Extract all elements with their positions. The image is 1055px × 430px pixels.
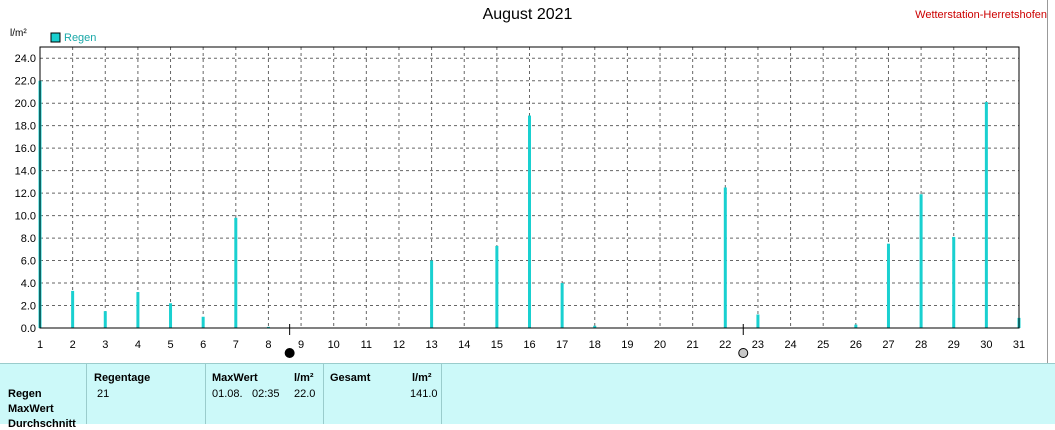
x-tick-label: 16 <box>523 339 535 351</box>
plot-frame <box>39 46 1020 329</box>
summary-panel: Regen MaxWert Durchschnitt Regentage 21 … <box>0 363 1055 430</box>
rain-bar <box>984 102 988 329</box>
y-tick-label: 10.0 <box>15 211 36 223</box>
rain-bar <box>234 217 238 328</box>
rain-bar <box>169 303 173 328</box>
regentage-header: Regentage <box>94 372 151 384</box>
full-moon-icon <box>738 348 749 358</box>
y-tick-labels: 0.0 2.0 4.0 6.0 8.0 10.0 12.0 14.0 16.0 18.0 20.0 2… <box>15 53 36 335</box>
x-tick-label: 2 <box>70 339 76 351</box>
rain-bar <box>886 243 890 328</box>
rain-bar <box>723 187 727 328</box>
rain-bar <box>430 260 434 328</box>
x-tick-label: 22 <box>719 339 731 351</box>
maxwert-column: MaxWert l/m² 01.08. 02:35 22.0 <box>206 364 324 424</box>
maxwert-unit: l/m² <box>294 372 314 384</box>
chart-title: August 2021 <box>482 6 573 23</box>
y-tick-label: 18.0 <box>15 121 36 133</box>
rain-bar <box>136 292 140 328</box>
regentage-column: Regentage 21 <box>86 364 206 424</box>
row-label-maxwert: MaxWert <box>8 403 54 415</box>
x-tick-label: 24 <box>784 339 796 351</box>
x-tick-label: 17 <box>556 339 568 351</box>
rain-bar <box>756 314 760 328</box>
y-tick-label: 22.0 <box>15 76 36 88</box>
rain-bar <box>854 324 858 328</box>
x-tick-label: 15 <box>491 339 503 351</box>
regentage-value: 21 <box>97 388 110 400</box>
rain-bar <box>266 326 270 328</box>
maxwert-date: 01.08. <box>212 388 243 400</box>
rain-chart: l/m² Regen 0.02.04.06.08.010.012.014.016… <box>10 28 1025 358</box>
x-tick-label: 12 <box>393 339 405 351</box>
y-tick-label: 24.0 <box>15 53 36 65</box>
rain-bar <box>103 311 107 328</box>
x-tick-label: 10 <box>328 339 340 351</box>
maxwert-time: 02:35 <box>252 388 280 400</box>
x-tick-label: 6 <box>200 339 206 351</box>
x-tick-label: 14 <box>458 339 470 351</box>
rain-bar <box>495 245 499 328</box>
x-tick-label: 9 <box>298 339 304 351</box>
rain-bar <box>919 194 923 328</box>
x-tick-label: 11 <box>361 339 372 351</box>
rain-bar <box>201 316 205 328</box>
x-tick-label: 7 <box>233 339 239 351</box>
x-tick-label: 30 <box>980 339 992 351</box>
x-tick-label: 8 <box>265 339 271 351</box>
gesamt-column: Gesamt l/m² 141.0 <box>324 364 442 424</box>
x-tick-label: 19 <box>621 339 633 351</box>
rain-bar <box>528 115 531 329</box>
rain-bar <box>71 290 75 328</box>
legend-swatch <box>50 32 61 43</box>
x-tick-label: 25 <box>817 339 829 351</box>
moon-phases <box>284 324 749 358</box>
rain-bar <box>560 283 564 328</box>
window-edge <box>1047 0 1048 423</box>
y-tick-label: 16.0 <box>15 143 36 155</box>
x-tick-label: 29 <box>948 339 960 351</box>
rain-bar <box>593 325 597 328</box>
x-tick-label: 23 <box>752 339 764 351</box>
x-tick-label: 4 <box>135 339 141 351</box>
bars <box>38 80 1021 329</box>
x-tick-label: 20 <box>654 339 666 351</box>
station-name: Wetterstation-Herretshofen <box>915 9 1047 21</box>
rain-bar <box>952 236 956 328</box>
x-tick-label: 3 <box>102 339 108 351</box>
row-labels-column: Regen MaxWert Durchschnitt <box>0 364 87 430</box>
gesamt-value: 141.0 <box>410 388 438 400</box>
x-tick-label: 27 <box>882 339 894 351</box>
x-tick-label: 1 <box>37 339 43 351</box>
maxwert-value: 22.0 <box>294 388 316 400</box>
row-label-durchschnitt: Durchschnitt <box>8 418 76 430</box>
x-tick-label: 26 <box>850 339 862 351</box>
maxwert-header: MaxWert <box>212 372 258 384</box>
y-axis-unit: l/m² <box>10 28 27 39</box>
x-tick-label: 5 <box>167 339 173 351</box>
y-tick-label: 8.0 <box>21 233 36 245</box>
x-tick-label: 28 <box>915 339 927 351</box>
y-tick-label: 0.0 <box>21 323 36 335</box>
x-tick-label: 31 <box>1013 339 1025 351</box>
gesamt-unit: l/m² <box>412 372 432 384</box>
x-tick-label: 21 <box>687 339 699 351</box>
gesamt-header: Gesamt <box>330 372 371 384</box>
y-tick-label: 20.0 <box>15 98 36 110</box>
row-label-regen: Regen <box>8 388 42 400</box>
y-tick-label: 4.0 <box>21 278 36 290</box>
grid <box>39 47 1020 329</box>
y-tick-label: 6.0 <box>21 256 36 268</box>
x-tick-labels: 1 2 3 4 5 6 7 8 9 10 11 12 13 14 15 16 17 18 19 20 21 22 23 24 2… <box>37 339 1025 351</box>
x-tick-label: 18 <box>589 339 601 351</box>
y-tick-label: 14.0 <box>15 166 36 178</box>
y-tick-label: 2.0 <box>21 301 36 313</box>
x-tick-label: 13 <box>425 339 437 351</box>
legend-label: Regen <box>64 32 96 44</box>
new-moon-icon <box>284 348 295 358</box>
y-tick-label: 12.0 <box>15 188 36 200</box>
